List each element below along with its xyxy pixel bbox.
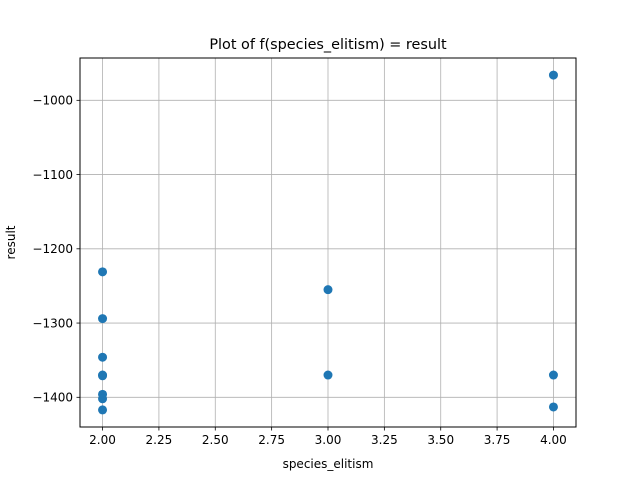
- x-axis-ticks: 2.00 2.25 2.50 2.75 3.00 3.25 3.50 3.75 4.00: [89, 427, 567, 447]
- x-tick-label: 3.50: [427, 433, 454, 447]
- data-point: [548, 370, 558, 380]
- data-point: [548, 70, 558, 80]
- y-axis-label: result: [4, 225, 18, 259]
- y-tick-label: −1100: [32, 168, 73, 182]
- data-point: [98, 394, 108, 404]
- x-axis-label: species_elitism: [283, 457, 374, 471]
- y-tick-label: −1400: [32, 391, 73, 405]
- x-tick-label: 3.00: [315, 433, 342, 447]
- x-tick-label: 4.00: [540, 433, 567, 447]
- y-tick-label: −1000: [32, 94, 73, 108]
- grid-lines: [80, 58, 576, 427]
- x-tick-label: 2.75: [258, 433, 285, 447]
- x-tick-label: 3.25: [371, 433, 398, 447]
- data-point: [98, 405, 108, 415]
- data-points: [98, 70, 558, 415]
- data-point: [323, 285, 333, 295]
- chart-title: Plot of f(species_elitism) = result: [209, 37, 447, 53]
- data-point: [98, 371, 108, 381]
- x-tick-label: 3.75: [484, 433, 511, 447]
- x-tick-label: 2.00: [89, 433, 116, 447]
- y-tick-label: −1200: [32, 242, 73, 256]
- data-point: [548, 402, 558, 412]
- x-tick-label: 2.25: [146, 433, 173, 447]
- data-point: [98, 267, 108, 277]
- data-point: [323, 370, 333, 380]
- y-axis-ticks: −1400 −1300 −1200 −1100 −1000: [32, 94, 80, 405]
- y-tick-label: −1300: [32, 316, 73, 330]
- data-point: [98, 314, 108, 324]
- data-point: [98, 352, 108, 362]
- x-tick-label: 2.50: [202, 433, 229, 447]
